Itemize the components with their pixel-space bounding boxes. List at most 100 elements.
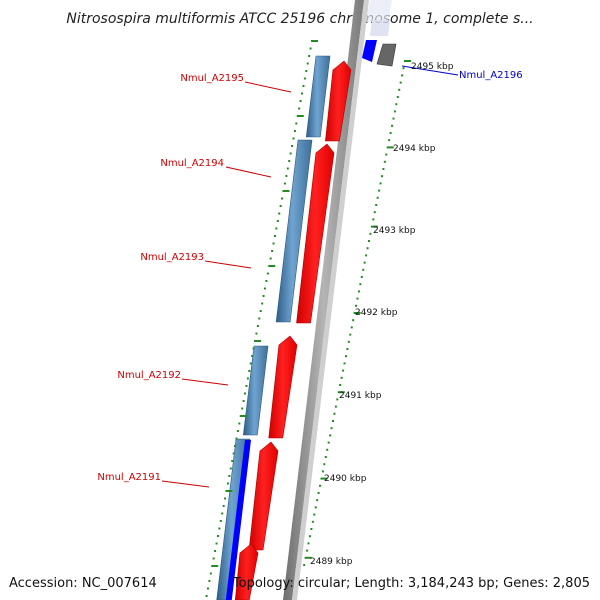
tick — [244, 392, 247, 395]
tick — [339, 384, 342, 386]
tick — [281, 197, 284, 200]
tick — [206, 587, 209, 590]
tick — [344, 355, 347, 358]
leader-line — [204, 260, 252, 269]
tick — [353, 312, 361, 314]
tick — [366, 247, 369, 250]
tick — [320, 477, 328, 480]
tick — [295, 122, 298, 125]
tick — [340, 376, 343, 379]
tick — [324, 456, 327, 458]
scale-label: 2489 kbp — [310, 557, 353, 567]
tick — [205, 595, 208, 597]
tick — [392, 117, 395, 120]
tick — [396, 96, 399, 98]
tick — [289, 152, 292, 155]
tick — [306, 62, 309, 65]
tick — [303, 77, 306, 80]
tick — [359, 283, 362, 286]
tick — [319, 484, 322, 487]
topology-text: Topology: circular; Length: 3,184,243 bp… — [232, 576, 590, 591]
forward-cds — [248, 441, 279, 551]
tick — [305, 70, 308, 72]
tick — [252, 347, 255, 350]
tick — [296, 115, 304, 117]
forward-cds — [325, 60, 352, 142]
tick — [308, 535, 311, 538]
scale-label: 2495 kbp — [411, 62, 454, 72]
tick — [212, 557, 215, 560]
tick — [263, 287, 266, 290]
tick — [316, 499, 319, 502]
tick — [229, 467, 232, 470]
tick — [304, 556, 312, 559]
tick — [321, 470, 324, 473]
gene-label-nmul-a2192[interactable]: Nmul_A2192 — [117, 370, 181, 381]
scale-label: 2494 kbp — [393, 144, 436, 154]
tick — [302, 85, 305, 87]
gene-label-nmul-a2194[interactable]: Nmul_A2194 — [160, 158, 224, 169]
tick — [246, 377, 249, 380]
tick — [225, 490, 233, 492]
tick — [258, 317, 261, 320]
tick — [234, 445, 237, 447]
tick — [231, 460, 234, 462]
scale-label: 2490 kbp — [324, 474, 367, 484]
gene-label-nmul-a2195[interactable]: Nmul_A2195 — [180, 73, 244, 84]
forward-cds — [296, 143, 335, 324]
scale-label: 2492 kbp — [355, 308, 398, 318]
tick — [226, 482, 229, 485]
gene-label-nmul-a2191[interactable]: Nmul_A2191 — [97, 472, 161, 483]
tick — [259, 310, 262, 312]
leader-line — [244, 81, 292, 93]
tick — [368, 240, 370, 242]
scale-label: 2493 kbp — [373, 226, 416, 236]
tick — [378, 189, 381, 192]
gene-label-nmul-a2193[interactable]: Nmul_A2193 — [140, 252, 204, 263]
backbone-fade — [366, 0, 392, 22]
tick — [334, 405, 337, 408]
gray-feature — [376, 43, 397, 67]
tick — [308, 55, 311, 57]
tick — [279, 205, 282, 207]
tick — [275, 227, 278, 230]
tick — [224, 497, 227, 500]
tick — [254, 340, 261, 342]
tick — [216, 535, 219, 537]
tick — [278, 212, 281, 215]
tick — [356, 297, 359, 300]
tick — [399, 81, 402, 84]
tick — [332, 420, 334, 422]
tick — [346, 348, 349, 350]
tick — [249, 362, 252, 365]
accession-text: Accession: NC_007614 — [9, 576, 157, 591]
tick — [283, 182, 286, 185]
tick — [350, 326, 353, 329]
tick — [317, 492, 320, 494]
tick — [211, 565, 219, 567]
tick — [402, 67, 405, 70]
gene-label-nmul-a2196[interactable]: Nmul_A2196 — [459, 70, 523, 81]
tick — [383, 160, 386, 163]
tick — [336, 398, 339, 401]
tick — [306, 549, 309, 552]
tick — [398, 88, 401, 91]
tick — [375, 204, 378, 206]
tick — [333, 412, 336, 415]
chromosome-backbone — [283, 0, 369, 600]
scale-label: 2491 kbp — [339, 391, 382, 401]
tick — [285, 175, 288, 177]
tick — [238, 422, 241, 425]
tick — [363, 261, 366, 264]
tick — [298, 107, 301, 110]
tick-marks — [205, 40, 411, 597]
tick — [222, 505, 225, 507]
tick — [303, 564, 306, 566]
tick — [388, 139, 391, 142]
tick — [282, 190, 290, 192]
tick — [314, 506, 317, 509]
tick — [311, 40, 318, 42]
tick — [291, 145, 294, 147]
tick — [221, 512, 224, 515]
tick — [362, 268, 365, 271]
